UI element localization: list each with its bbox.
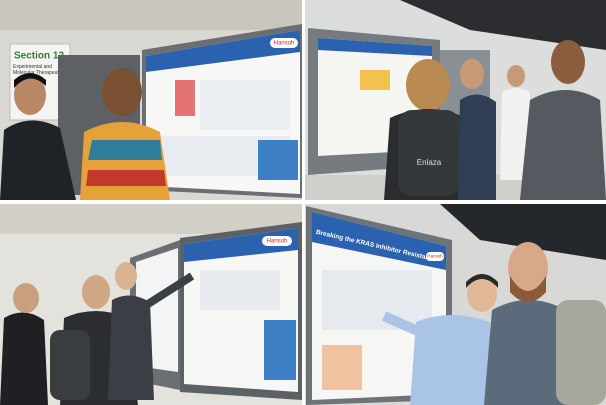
person [484, 300, 574, 405]
ceiling [0, 0, 302, 30]
panel-bottom-left: Hansoh [0, 204, 302, 405]
backpack [398, 110, 460, 196]
backpack-brand: Enlaza [417, 158, 442, 167]
head [13, 283, 39, 313]
panel-top-left: Section 12 Experimental and Molecular Th… [0, 0, 302, 200]
head [82, 275, 110, 309]
person [0, 120, 76, 200]
person [0, 312, 48, 405]
backpack [556, 300, 606, 405]
person [500, 88, 530, 180]
person [410, 315, 494, 405]
beard [510, 276, 546, 302]
panel-top-right: Enlaza [305, 0, 606, 200]
shirt-pattern [88, 140, 162, 160]
sign-title: Section 12 [14, 51, 64, 62]
poster-header [146, 30, 300, 72]
head [508, 242, 548, 294]
logo-badge [262, 236, 292, 246]
sign-subtitle-box: Experimental and Molecular Therapeutics [13, 64, 65, 76]
shirt-pattern [86, 170, 166, 186]
head [507, 65, 525, 87]
logo: Hansoh [274, 41, 295, 47]
head [115, 262, 137, 290]
hair [406, 59, 450, 111]
poster-figure [360, 70, 390, 90]
logo-badge [426, 252, 444, 261]
logo: Hansoh [427, 254, 443, 259]
poster-header [318, 38, 432, 56]
ceiling [440, 204, 606, 260]
sign-subtitle: Experimental and Molecular Therapeutics [13, 64, 65, 76]
poster-figure [175, 80, 195, 116]
arm [381, 311, 423, 337]
backpack [50, 330, 90, 400]
poster-box [264, 320, 296, 380]
poster-figure [200, 80, 290, 130]
head [460, 59, 484, 89]
head [551, 40, 585, 84]
poster-figure [200, 270, 280, 310]
person [108, 295, 154, 400]
hair [466, 274, 498, 288]
poster-box [258, 140, 298, 180]
head [102, 68, 142, 116]
logo: Hansoh [267, 239, 288, 245]
head [467, 276, 497, 312]
logo-badge [270, 38, 298, 48]
person [80, 122, 170, 200]
arm [145, 272, 195, 308]
head [14, 75, 46, 115]
hair [14, 73, 46, 88]
poster-figure [322, 345, 362, 390]
panel-bottom-right: Breaking the KRAS Inhibitor Resistance H… [305, 204, 606, 405]
person [520, 90, 606, 200]
ceiling [400, 0, 606, 50]
poster-header [312, 212, 446, 270]
poster-figure [322, 270, 432, 330]
person [458, 94, 496, 200]
